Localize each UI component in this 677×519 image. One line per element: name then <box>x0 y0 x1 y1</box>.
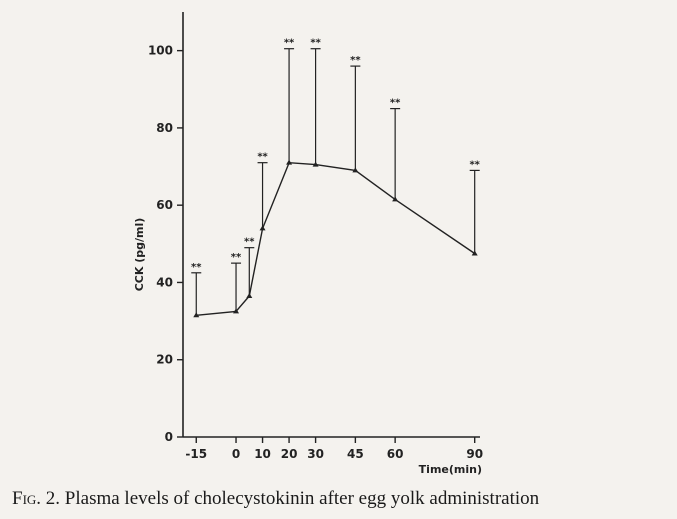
y-tick-label: 100 <box>148 44 173 58</box>
x-tick-label: 10 <box>254 447 271 461</box>
series-line-path <box>196 161 476 316</box>
data-point <box>312 161 319 167</box>
data-point <box>246 292 253 298</box>
caption-text: Plasma levels of cholecystokinin after e… <box>64 488 540 509</box>
data-point <box>259 225 266 231</box>
y-tick-label: 40 <box>156 275 173 289</box>
data-point <box>286 159 293 165</box>
significance-mark: ** <box>244 237 255 248</box>
y-tick-label: 60 <box>156 198 173 212</box>
series-line <box>193 159 478 318</box>
y-tick-label: 0 <box>165 430 173 444</box>
data-point <box>392 196 399 202</box>
data-point <box>233 308 240 314</box>
significance-mark: ** <box>231 252 242 263</box>
data-point <box>193 312 200 318</box>
y-tick-label: 20 <box>156 353 173 367</box>
significance-mark: ** <box>284 38 295 49</box>
x-tick-label: -15 <box>185 447 207 461</box>
x-tick-label: 30 <box>307 447 324 461</box>
significance-mark: ** <box>257 152 268 163</box>
axis-labels: CCK (pg/ml) Time(min) <box>133 218 482 476</box>
significance-mark: ** <box>191 262 202 273</box>
x-tick-label: 0 <box>232 447 240 461</box>
axes: 0 20 40 60 80 100 -15 0 10 20 30 45 60 90 <box>148 12 483 461</box>
error-bars: ********** ******** <box>191 38 481 316</box>
y-axis-title: CCK (pg/ml) <box>133 218 146 292</box>
significance-mark: ** <box>310 38 321 49</box>
figure-caption: Fig. 2. Plasma levels of cholecystokinin… <box>12 488 672 510</box>
x-tick-label: 90 <box>466 447 483 461</box>
data-point <box>471 250 478 256</box>
x-axis-title: Time(min) <box>419 463 482 476</box>
significance-mark: ** <box>350 55 361 66</box>
significance-mark: ** <box>469 159 480 170</box>
x-tick-label: 45 <box>347 447 364 461</box>
significance-mark: ** <box>390 98 401 109</box>
y-tick-label: 80 <box>156 121 173 135</box>
data-point <box>352 167 359 173</box>
x-tick-label: 20 <box>281 447 298 461</box>
caption-figure-label: Fig. 2. <box>12 488 61 509</box>
x-tick-label: 60 <box>387 447 404 461</box>
